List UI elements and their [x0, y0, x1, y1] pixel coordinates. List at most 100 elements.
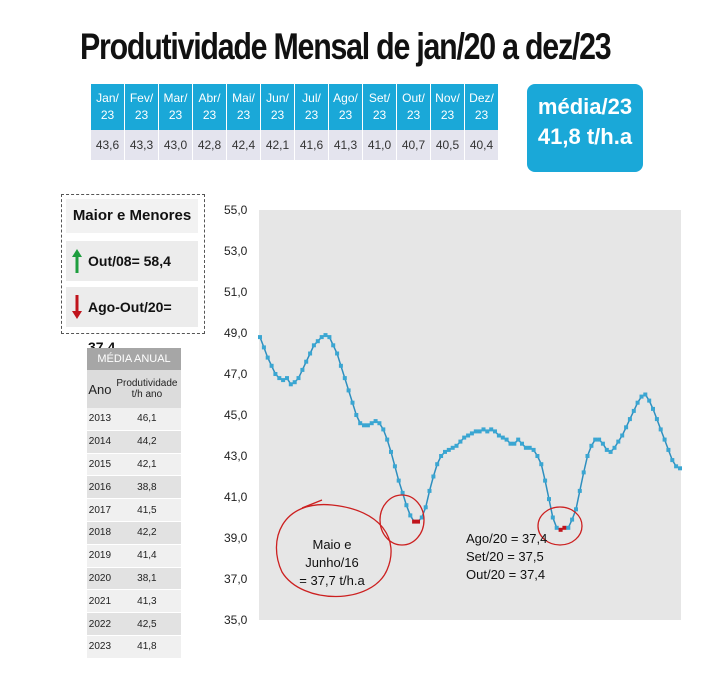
annual-col-prod-l2: t/h ano — [131, 389, 163, 400]
table-row: 2021 41,3 — [87, 589, 181, 614]
annual-header: MÉDIA ANUAL — [87, 348, 181, 370]
y-tick-label: 39,0 — [224, 531, 248, 545]
data-point — [570, 517, 575, 522]
down-arrow-icon — [72, 295, 82, 319]
data-point — [527, 445, 532, 450]
month-year: 23 — [202, 108, 217, 122]
month-value: 42,8 — [192, 130, 227, 160]
media-label: média/23 — [537, 94, 633, 119]
data-point — [520, 441, 524, 446]
month-year: 23 — [372, 108, 387, 122]
annual-year: 2020 — [87, 567, 113, 591]
month-value: 40,5 — [430, 130, 465, 160]
plot-area — [259, 210, 681, 620]
data-point — [658, 427, 663, 432]
data-point — [566, 525, 571, 530]
data-point — [504, 437, 509, 442]
month-label: Ago/ — [333, 91, 358, 105]
data-point — [450, 445, 455, 450]
maior-text: Out/08= 58,4 — [88, 253, 171, 269]
y-tick-label: 35,0 — [224, 613, 248, 627]
month-year: 23 — [304, 108, 319, 122]
month-header: Nov/23 — [430, 84, 465, 130]
highlight-circles — [275, 494, 583, 598]
data-point — [365, 423, 370, 428]
data-point — [435, 462, 440, 467]
annual-year: 2023 — [87, 635, 113, 659]
month-value: 40,4 — [464, 130, 499, 160]
data-point — [443, 449, 447, 454]
annual-value: 38,8 — [112, 475, 181, 500]
data-point — [597, 437, 602, 442]
ellipse-left-tail — [301, 499, 323, 509]
month-header: Mai/23 — [226, 84, 261, 130]
annual-year: 2022 — [87, 612, 113, 636]
data-point — [547, 497, 551, 502]
data-point — [523, 445, 528, 450]
data-point — [574, 507, 578, 512]
table-row: 2023 41,8 — [87, 635, 181, 659]
data-point — [674, 464, 679, 469]
data-point — [327, 335, 332, 340]
data-point — [496, 433, 501, 438]
data-point — [377, 421, 382, 426]
month-value: 40,7 — [396, 130, 431, 160]
data-point — [600, 441, 605, 446]
table-row: 2019 41,4 — [87, 544, 181, 568]
month-label: Jul/ — [302, 91, 321, 105]
month-value: 42,1 — [260, 130, 295, 160]
maior-row: Out/08= 58,4 — [66, 241, 198, 281]
month-header: Set/23 — [362, 84, 397, 130]
month-label: Out/ — [402, 91, 425, 105]
data-point — [666, 447, 671, 452]
monthly-table: Jan/23 Fev/23 Mar/23 Abr/23 Mai/23 Jun/23 Jul/… — [91, 84, 499, 160]
month-header: Jan/23 — [91, 84, 125, 130]
data-point — [531, 447, 536, 452]
media-value: 41,8 t/h.a — [537, 124, 633, 149]
month-value: 42,4 — [226, 130, 261, 160]
data-point — [292, 380, 297, 385]
data-point — [423, 505, 428, 510]
annotation-right-l2: Set/20 = 37,5 — [466, 549, 544, 564]
annual-value: 44,2 — [112, 430, 181, 454]
annual-value: 42,5 — [112, 612, 181, 636]
y-tick-label: 41,0 — [224, 490, 248, 504]
table-row: 2020 38,1 — [87, 567, 181, 591]
month-label: Jun/ — [266, 91, 289, 105]
month-label: Set/ — [368, 91, 391, 105]
data-point — [462, 435, 467, 440]
data-point — [535, 454, 540, 458]
data-point — [639, 394, 644, 399]
line-chart: 55,0 53,0 51,0 49,0 47,0 45,0 43,0 41,0 39,0 37,0… — [224, 203, 682, 627]
data-point — [369, 421, 374, 426]
data-point — [273, 372, 278, 376]
month-label: Dez/ — [469, 91, 494, 105]
data-point — [554, 525, 559, 530]
data-point — [392, 464, 397, 469]
data-point — [466, 433, 471, 438]
data-point — [473, 429, 478, 434]
table-row: 2015 42,1 — [87, 453, 181, 477]
min-data-point — [558, 527, 563, 532]
y-tick-label: 37,0 — [224, 572, 248, 586]
data-point — [620, 433, 625, 438]
month-year: 23 — [236, 108, 251, 122]
data-point — [550, 515, 555, 520]
data-point — [258, 335, 262, 340]
data-point — [589, 443, 594, 448]
month-label: Mai/ — [232, 91, 255, 105]
annual-year: 2019 — [87, 544, 113, 568]
maior-menores-box: Maior e Menores Out/08= 58,4 Ago-Out/20=… — [61, 194, 205, 355]
data-point — [477, 429, 482, 434]
y-tick-label: 53,0 — [224, 244, 248, 258]
data-point — [627, 417, 632, 422]
data-point — [604, 447, 609, 452]
annotation-right: Ago/20 = 37,4 Set/20 = 37,5 Out/20 = 37,… — [466, 530, 547, 584]
y-tick-label: 43,0 — [224, 449, 248, 463]
data-point — [581, 470, 586, 475]
min-data-point — [562, 525, 567, 530]
table-row: 2014 44,2 — [87, 430, 181, 454]
data-point — [593, 437, 598, 442]
month-year: 23 — [270, 108, 285, 122]
annual-value: 42,2 — [112, 521, 181, 545]
